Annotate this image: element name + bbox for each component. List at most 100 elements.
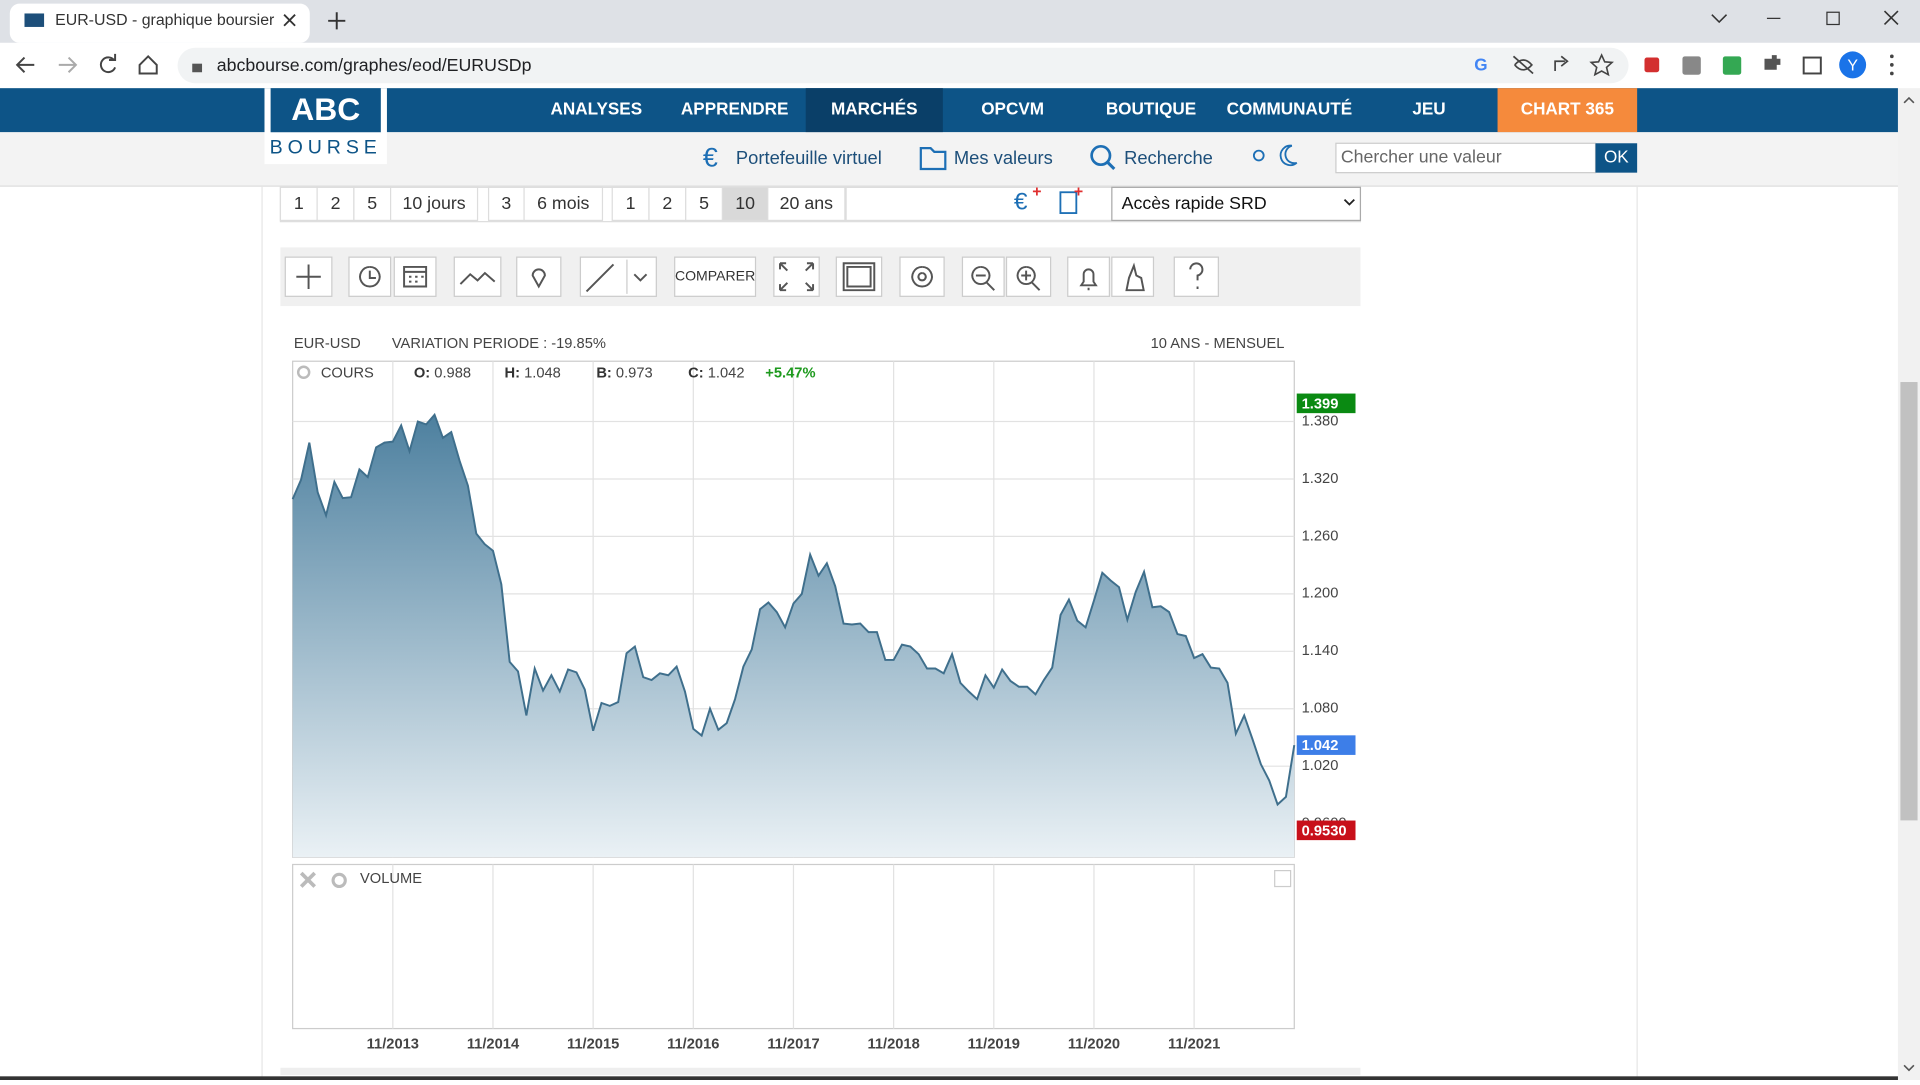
panel-settings[interactable]	[296, 365, 311, 379]
period-button[interactable]	[767, 186, 846, 222]
nav-item[interactable]: BOUTIQUE	[1106, 99, 1196, 119]
bookmark-icon[interactable]	[1589, 53, 1614, 77]
ohlc-item: H: 1.048	[504, 365, 560, 381]
y-tick-label: 1.140	[1302, 643, 1339, 659]
google-icon[interactable]: G	[1474, 55, 1487, 75]
euro-icon: €	[703, 142, 718, 172]
x-tick-label: 11/2018	[867, 1036, 919, 1052]
period-button[interactable]	[487, 186, 525, 222]
nav-item[interactable]: JEU	[1412, 99, 1445, 119]
tab-search[interactable]	[1711, 14, 1728, 24]
search-input[interactable]	[1335, 142, 1597, 174]
x-tick-label: 11/2017	[767, 1036, 819, 1052]
extension-2[interactable]	[1682, 56, 1701, 75]
draw-line-icon	[585, 263, 648, 293]
nav-item[interactable]: APPRENDRE	[681, 99, 789, 119]
period-label: 1	[294, 193, 304, 213]
window-close[interactable]	[1883, 10, 1899, 26]
back[interactable]	[15, 56, 35, 73]
period-button[interactable]	[523, 186, 604, 222]
share-icon[interactable]	[1554, 55, 1569, 72]
area	[292, 414, 1295, 858]
extensions-icon[interactable]	[1764, 55, 1781, 70]
scroll-arrows[interactable]	[1903, 96, 1915, 1072]
profile-initial: Y	[1847, 57, 1858, 74]
y-tick-label: 1.260	[1302, 528, 1339, 544]
logo-bottom: BOURSE	[270, 136, 382, 158]
scrollbar-thumb[interactable]	[1900, 382, 1918, 821]
chart-symbol: EUR-USD	[294, 336, 361, 352]
tab[interactable]	[9, 3, 310, 43]
frame-icon	[842, 262, 876, 292]
tool-button[interactable]	[516, 256, 562, 297]
tool-button[interactable]	[453, 256, 502, 297]
period-button[interactable]	[353, 186, 392, 222]
change: +5.47%	[765, 365, 815, 381]
ohlc-key: B:	[596, 365, 612, 381]
volume-close[interactable]	[299, 871, 316, 888]
volume-label: VOLUME	[360, 871, 422, 887]
period-button[interactable]	[685, 186, 724, 222]
period-label: 3	[501, 193, 511, 213]
ohlc-value: 0.973	[616, 365, 653, 381]
tool-button[interactable]	[961, 256, 1005, 297]
tool-button[interactable]	[674, 256, 757, 297]
forward[interactable]	[58, 56, 78, 73]
zoom-in-icon	[1016, 265, 1041, 291]
nav-item[interactable]: MARCHÉS	[831, 99, 918, 119]
volume-checkbox[interactable]	[1274, 870, 1292, 888]
hand-icon	[1125, 262, 1145, 292]
add-portfolio-icon[interactable]: €	[1014, 189, 1028, 216]
period-label: 5	[367, 193, 377, 213]
subnav-link[interactable]: Recherche	[1124, 147, 1213, 168]
nav-chart365-bg[interactable]	[1497, 88, 1638, 133]
search-ok-label: OK	[1604, 146, 1629, 166]
nav-item[interactable]: OPCVM	[981, 99, 1044, 119]
period-button[interactable]	[279, 186, 318, 222]
x-tick-label: 11/2020	[1068, 1036, 1120, 1052]
profile[interactable]	[1839, 51, 1867, 79]
nav-item[interactable]: ANALYSES	[550, 99, 642, 119]
period-button[interactable]	[721, 186, 769, 222]
search-ok[interactable]	[1595, 143, 1638, 173]
x-tick-label: 11/2013	[367, 1036, 419, 1052]
zoom-out-icon	[971, 265, 995, 291]
nav-item[interactable]: COMMUNAUTÉ	[1227, 99, 1353, 119]
new-tab[interactable]	[328, 12, 346, 30]
y-tick-label: 1.080	[1302, 701, 1339, 717]
history-icon	[359, 265, 381, 288]
period-button[interactable]	[648, 186, 687, 222]
quick-access-select[interactable]	[1111, 186, 1362, 222]
address-bar[interactable]	[177, 47, 1629, 84]
home[interactable]	[138, 54, 158, 75]
compare-label: COMPARER	[675, 267, 755, 283]
period-label: 6 mois	[537, 193, 589, 213]
extension-1[interactable]	[1644, 57, 1660, 73]
sidepanel-icon[interactable]	[1802, 56, 1822, 75]
dark-mode[interactable]	[1279, 144, 1298, 167]
tab-close[interactable]	[283, 14, 296, 27]
x-tick-label: 11/2015	[567, 1036, 619, 1052]
period-button[interactable]	[611, 186, 650, 222]
period-label: 10 jours	[403, 193, 466, 213]
light-mode[interactable]	[1252, 149, 1265, 162]
nav-chart365[interactable]: CHART 365	[1521, 99, 1615, 119]
volume-settings[interactable]	[331, 872, 347, 889]
period-button[interactable]	[390, 186, 479, 222]
x-tick-label: 11/2021	[1168, 1036, 1220, 1052]
tool-button[interactable]	[1067, 256, 1110, 297]
search-placeholder: Chercher une valeur	[1341, 147, 1502, 167]
subnav-link[interactable]: Mes valeurs	[954, 147, 1053, 168]
reload[interactable]	[99, 53, 117, 74]
tool-button[interactable]	[899, 256, 945, 297]
restore[interactable]	[1826, 11, 1840, 26]
y-tick-label: 1.320	[1302, 471, 1339, 487]
eye-icon[interactable]	[1512, 55, 1534, 75]
tool-button[interactable]	[1005, 256, 1052, 297]
add-list-icon[interactable]	[1059, 191, 1078, 214]
price-marker-label: 1.399	[1302, 396, 1339, 412]
subnav-link[interactable]: Portefeuille virtuel	[736, 147, 882, 168]
extension-3[interactable]	[1722, 56, 1742, 75]
